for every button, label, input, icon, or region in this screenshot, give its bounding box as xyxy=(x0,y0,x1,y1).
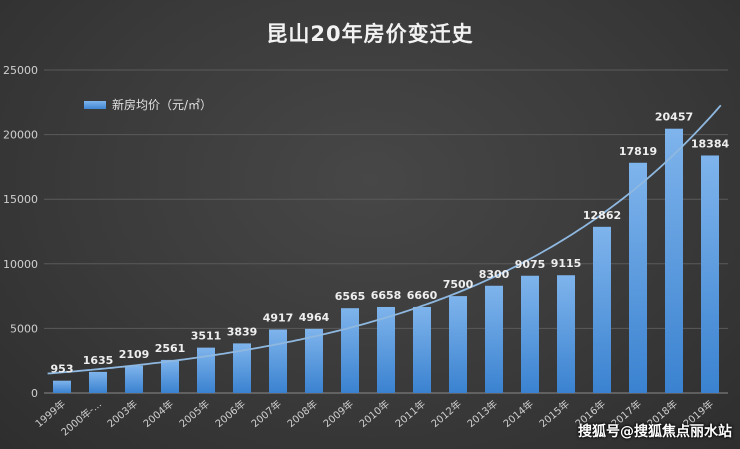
bar xyxy=(629,162,647,393)
bar xyxy=(701,155,719,393)
data-label: 7500 xyxy=(443,278,474,291)
bar xyxy=(305,328,323,393)
y-tick-label: 5000 xyxy=(10,322,38,335)
x-tick-label: 2003年 xyxy=(104,397,140,430)
x-tick-label: 2007年 xyxy=(248,397,284,430)
x-tick-label: 2005年 xyxy=(176,397,212,430)
bar xyxy=(53,380,71,393)
data-label: 953 xyxy=(51,363,74,376)
bar xyxy=(269,329,287,393)
bar xyxy=(665,128,683,393)
data-label: 17819 xyxy=(619,145,657,158)
x-tick-label: 1999年 xyxy=(32,397,68,430)
bar xyxy=(485,285,503,393)
y-tick-label: 25000 xyxy=(3,64,38,77)
bar xyxy=(377,306,395,393)
x-tick-label: 2000年-... xyxy=(58,397,104,438)
y-tick-label: 10000 xyxy=(3,258,38,271)
data-label: 6660 xyxy=(407,289,438,302)
bar xyxy=(89,371,107,393)
bar xyxy=(413,306,431,393)
legend-swatch xyxy=(84,100,106,109)
data-label: 12862 xyxy=(583,209,621,222)
x-tick-label: 2004年 xyxy=(140,397,176,430)
y-tick-label: 0 xyxy=(31,387,38,400)
x-tick-label: 2015年 xyxy=(536,397,572,430)
bar xyxy=(341,308,359,393)
x-tick-label: 2012年 xyxy=(428,397,464,430)
data-label: 2109 xyxy=(119,348,150,361)
x-tick-label: 2010年 xyxy=(356,397,392,430)
data-label: 20457 xyxy=(655,111,693,124)
data-label: 3511 xyxy=(191,330,222,343)
trendline xyxy=(47,104,722,375)
chart-title: 昆山20年房价变迁史 xyxy=(266,22,474,46)
bar xyxy=(125,365,143,393)
data-label: 8300 xyxy=(479,268,510,281)
bar xyxy=(197,347,215,393)
data-label: 9075 xyxy=(515,258,546,271)
data-label: 1635 xyxy=(83,354,114,367)
data-label: 6565 xyxy=(335,290,366,303)
legend-label: 新房均价（元/㎡） xyxy=(112,98,213,112)
watermark: 搜狐号@搜狐焦点丽水站 xyxy=(578,424,732,440)
x-tick-label: 2006年 xyxy=(212,397,248,430)
y-tick-label: 20000 xyxy=(3,129,38,142)
bar xyxy=(449,296,467,393)
data-label: 6658 xyxy=(371,289,402,302)
x-tick-label: 2013年 xyxy=(464,397,500,430)
bar xyxy=(557,275,575,393)
data-label: 4917 xyxy=(263,311,294,324)
bar xyxy=(593,226,611,393)
x-tick-label: 2014年 xyxy=(500,397,536,430)
data-label: 2561 xyxy=(155,342,186,355)
data-label: 18384 xyxy=(691,137,730,150)
bar xyxy=(233,343,251,393)
chart-legend: 新房均价（元/㎡） xyxy=(84,96,212,113)
data-label: 4964 xyxy=(299,311,330,324)
x-tick-label: 2009年 xyxy=(320,397,356,430)
bar xyxy=(161,359,179,393)
y-tick-label: 15000 xyxy=(3,193,38,206)
data-label: 3839 xyxy=(227,325,258,338)
bar xyxy=(521,275,539,393)
x-tick-label: 2011年 xyxy=(392,397,428,430)
x-tick-label: 2008年 xyxy=(284,397,320,430)
data-label: 9115 xyxy=(551,257,582,270)
